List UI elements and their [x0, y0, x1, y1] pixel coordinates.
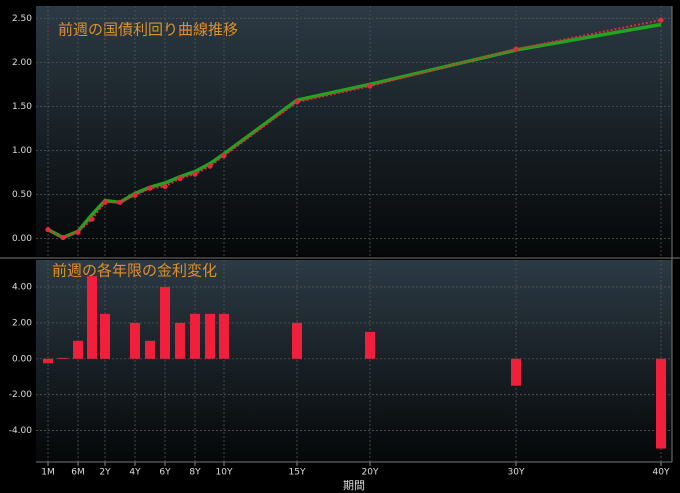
x-tick-label: 8Y	[189, 468, 201, 478]
point	[60, 234, 66, 241]
bar	[292, 322, 302, 359]
x-tick-label: 6Y	[159, 468, 171, 478]
bar	[73, 340, 83, 359]
point	[147, 185, 153, 191]
x-tick-label: 2Y	[99, 468, 111, 478]
top-panel	[36, 6, 672, 256]
x-tick-label: 15Y	[289, 468, 306, 478]
bar	[205, 313, 215, 359]
x-axis-label: 期間	[343, 479, 365, 492]
y-tick-label: 2.00	[12, 58, 32, 68]
y-tick-label: 4.00	[12, 282, 32, 292]
bar	[145, 340, 155, 359]
bar	[160, 286, 170, 359]
point	[117, 199, 123, 205]
y-tick-label: 1.50	[12, 102, 32, 112]
chart-title: 前週の各年限の金利変化	[52, 262, 217, 280]
x-tick-label: 10Y	[216, 468, 233, 478]
chart-title: 前週の国債利回り曲線推移	[58, 21, 238, 39]
point	[367, 83, 373, 89]
line	[47, 22, 662, 240]
bar	[130, 322, 140, 359]
point	[207, 163, 213, 169]
bar	[219, 313, 229, 359]
point	[75, 229, 81, 235]
point	[294, 99, 300, 105]
y-tick-label: 1.00	[12, 146, 32, 156]
y-tick-label: 0.00	[12, 354, 32, 364]
point	[162, 183, 168, 190]
y-tick-label: 2.50	[12, 14, 32, 24]
point	[513, 46, 519, 52]
x-tick-label: 30Y	[508, 468, 525, 478]
point	[132, 192, 138, 198]
bar	[511, 358, 521, 386]
bar	[43, 358, 53, 364]
point	[177, 175, 183, 182]
bar	[87, 276, 97, 359]
point	[102, 199, 108, 205]
point	[89, 216, 95, 222]
y-tick-label: 2.00	[12, 318, 32, 328]
bar	[58, 357, 68, 359]
x-tick-label: 1M	[41, 468, 55, 478]
y-tick-label: 0.00	[12, 234, 32, 244]
bar	[190, 313, 200, 359]
y-tick-label: -4.00	[9, 426, 33, 436]
x-tick-label: 40Y	[653, 468, 670, 478]
point	[45, 226, 51, 233]
bar	[100, 313, 110, 359]
y-tick-label: 0.50	[12, 190, 32, 200]
bottom-panel	[36, 260, 672, 462]
point	[192, 171, 198, 177]
x-tick-label: 20Y	[362, 468, 379, 478]
point	[221, 153, 227, 159]
y-tick-label: -2.00	[9, 390, 33, 400]
bar	[656, 358, 666, 449]
x-tick-label: 6M	[71, 468, 85, 478]
bar	[365, 331, 375, 359]
point	[658, 17, 664, 23]
x-tick-label: 4Y	[129, 468, 141, 478]
bar	[175, 322, 185, 359]
